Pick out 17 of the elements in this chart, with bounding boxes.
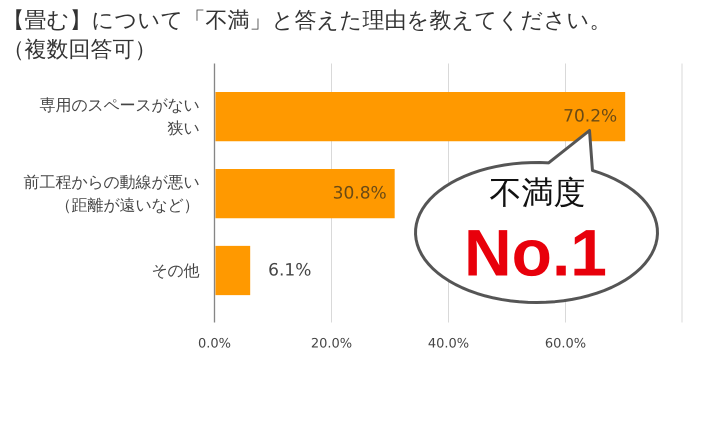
bar — [214, 246, 250, 296]
annotation: No.1 — [464, 216, 608, 290]
data-label: 30.8% — [332, 184, 387, 204]
data-label: 6.1% — [268, 260, 312, 281]
x-tick-label: 0.0% — [198, 336, 232, 352]
y-tick-label: 専用のスペースがない狭い — [40, 96, 200, 138]
chart-title: 【畳む】について「不満」と答えた理由を教えてください。 — [2, 8, 612, 34]
bar — [214, 92, 626, 142]
y-tick-label: 前工程からの動線が悪い（距離が遠いなど） — [24, 172, 200, 214]
x-tick-label: 20.0% — [310, 336, 352, 352]
x-tick-label: 40.0% — [428, 336, 470, 352]
y-tick-label: その他 — [152, 261, 200, 280]
chart-subtitle: （複数回答可） — [2, 38, 156, 62]
bar — [214, 168, 395, 218]
annotation: 不満度 — [490, 174, 586, 212]
x-tick-label: 60.0% — [544, 336, 586, 352]
data-label: 70.2% — [563, 106, 618, 127]
